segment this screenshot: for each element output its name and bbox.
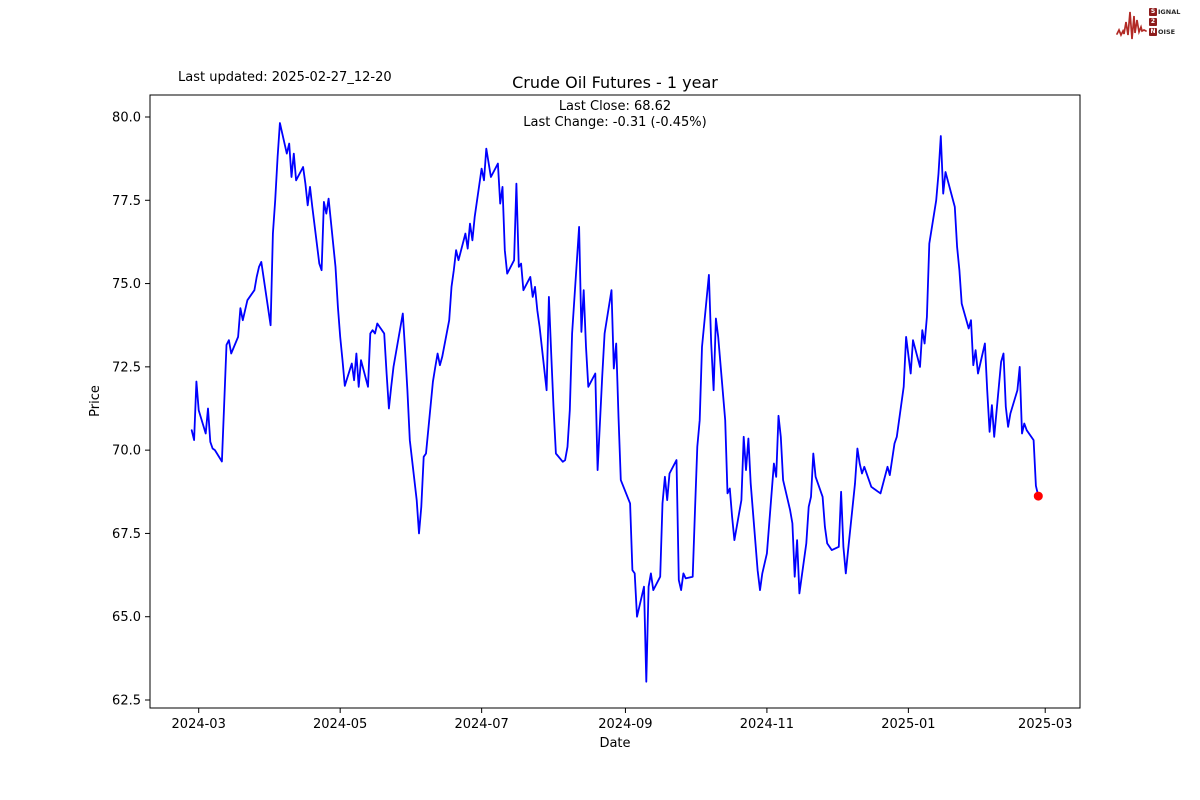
y-tick-label: 62.5 (112, 694, 141, 709)
logo-text: S IGNAL 2 N OISE (1149, 7, 1180, 37)
x-tick-label: 2024-07 (454, 717, 508, 732)
waveform-icon (1116, 11, 1147, 40)
last-price-marker (1033, 491, 1043, 501)
logo-badge-s: S (1149, 8, 1157, 16)
logo-row-noise: N OISE (1149, 27, 1176, 36)
x-tick-label: 2025-03 (1018, 717, 1072, 732)
price-line-series (190, 122, 1040, 683)
x-tick-label: 2024-03 (172, 717, 226, 732)
y-tick-label: 67.5 (112, 527, 141, 542)
y-tick-label: 75.0 (112, 277, 141, 292)
y-tick-label: 65.0 (112, 610, 141, 625)
last-updated-text: Last updated: 2025-02-27_12-20 (178, 70, 392, 85)
x-tick-label: 2024-09 (598, 717, 652, 732)
y-tick-label: 77.5 (112, 194, 141, 209)
annotation-last-change: Last Change: -0.31 (-0.45%) (523, 115, 706, 130)
plot-frame (149, 94, 1081, 709)
logo-row-signal: S IGNAL (1149, 7, 1181, 16)
y-tick-label: 70.0 (112, 444, 141, 459)
annotation-last-close: Last Close: 68.62 (559, 99, 671, 114)
y-tick-label: 80.0 (112, 110, 141, 125)
chart-title: Crude Oil Futures - 1 year (512, 73, 718, 92)
y-tick-label: 72.5 (112, 360, 141, 375)
logo-badge-2: 2 (1149, 18, 1157, 26)
x-tick-label: 2024-11 (740, 717, 794, 732)
logo-row-2: 2 (1149, 17, 1180, 27)
x-tick-label: 2025-01 (881, 717, 935, 732)
x-axis: 2024-03 2024-05 2024-07 2024-09 2024-11 2025-… (172, 708, 1072, 732)
y-axis: 62.5 65.0 67.5 70.0 72.5 75.0 77.5 80.0 (112, 110, 150, 709)
signal2noise-logo: S IGNAL 2 N OISE (1116, 4, 1194, 44)
x-axis-label: Date (599, 736, 630, 751)
logo-badge-n: N (1149, 28, 1157, 36)
y-axis-label: Price (88, 385, 103, 417)
x-tick-label: 2024-05 (313, 717, 367, 732)
